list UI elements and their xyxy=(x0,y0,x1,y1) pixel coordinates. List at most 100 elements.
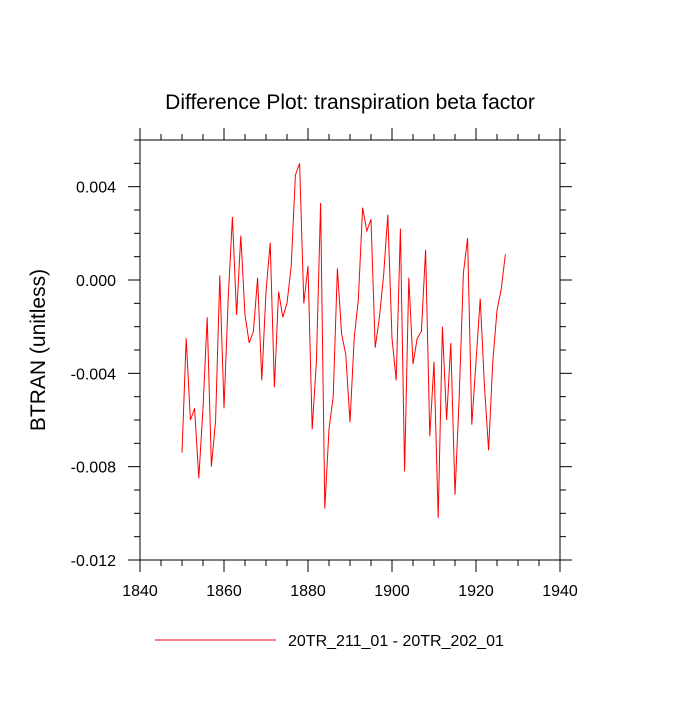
data-point xyxy=(270,242,271,243)
y-tick-labels: -0.012 -0.008 -0.004 0.000 0.004 xyxy=(71,180,116,570)
data-point xyxy=(278,291,279,292)
data-point xyxy=(475,361,476,362)
data-point xyxy=(417,338,418,339)
data-point xyxy=(261,380,262,381)
data-point xyxy=(442,326,443,327)
data-point xyxy=(480,298,481,299)
data-point xyxy=(379,317,380,318)
data-point xyxy=(265,291,266,292)
data-point xyxy=(303,303,304,304)
x-tick-label: 1900 xyxy=(374,583,410,600)
chart-title: Difference Plot: transpiration beta fact… xyxy=(165,91,535,114)
data-point xyxy=(446,419,447,420)
series-points xyxy=(181,163,506,519)
data-point xyxy=(249,342,250,343)
legend: 20TR_211_01 - 20TR_202_01 xyxy=(155,633,504,650)
data-point xyxy=(383,275,384,276)
x-tick-label: 1880 xyxy=(290,583,326,600)
y-axis-label: BTRAN (unitless) xyxy=(27,269,50,431)
data-point xyxy=(194,408,195,409)
x-tick-label: 1860 xyxy=(206,583,242,600)
data-point xyxy=(387,214,388,215)
axis-ticks xyxy=(128,128,572,572)
data-point xyxy=(375,347,376,348)
data-point xyxy=(295,174,296,175)
data-point xyxy=(341,333,342,334)
data-point xyxy=(324,508,325,509)
data-point xyxy=(219,275,220,276)
y-tick-label: -0.004 xyxy=(71,366,116,383)
data-point xyxy=(454,494,455,495)
data-point xyxy=(282,317,283,318)
data-point xyxy=(244,314,245,315)
data-point xyxy=(501,289,502,290)
data-point xyxy=(215,419,216,420)
data-point xyxy=(181,452,182,453)
data-point xyxy=(253,331,254,332)
data-point xyxy=(425,249,426,250)
data-point xyxy=(370,219,371,220)
data-point xyxy=(484,384,485,385)
data-point xyxy=(471,424,472,425)
data-point xyxy=(400,228,401,229)
plot-frame xyxy=(139,139,561,561)
data-point xyxy=(316,361,317,362)
data-point xyxy=(211,466,212,467)
x-tick-label: 1940 xyxy=(542,583,578,600)
y-tick-label: -0.008 xyxy=(71,460,116,477)
data-point xyxy=(358,298,359,299)
data-point xyxy=(328,429,329,430)
data-point xyxy=(362,207,363,208)
data-point xyxy=(349,422,350,423)
data-point xyxy=(450,342,451,343)
data-point xyxy=(463,272,464,273)
data-point xyxy=(291,265,292,266)
data-point xyxy=(396,380,397,381)
data-point xyxy=(312,429,313,430)
data-point xyxy=(492,361,493,362)
data-point xyxy=(345,354,346,355)
data-point xyxy=(429,436,430,437)
data-point xyxy=(223,408,224,409)
data-point xyxy=(337,268,338,269)
data-point xyxy=(354,338,355,339)
data-point xyxy=(320,202,321,203)
data-point xyxy=(274,387,275,388)
data-point xyxy=(433,361,434,362)
data-point xyxy=(232,216,233,217)
data-point xyxy=(459,396,460,397)
y-tick-label: -0.012 xyxy=(71,553,116,570)
data-point xyxy=(228,298,229,299)
data-point xyxy=(467,237,468,238)
data-point xyxy=(333,396,334,397)
data-point xyxy=(366,230,367,231)
data-point xyxy=(391,338,392,339)
data-point xyxy=(408,277,409,278)
data-point xyxy=(412,363,413,364)
data-point xyxy=(505,254,506,255)
data-point xyxy=(207,317,208,318)
data-point xyxy=(421,331,422,332)
data-point xyxy=(186,338,187,339)
data-point xyxy=(240,235,241,236)
data-point xyxy=(404,471,405,472)
data-point xyxy=(286,303,287,304)
y-tick-label: 0.004 xyxy=(76,180,116,197)
data-point xyxy=(190,419,191,420)
data-point xyxy=(488,450,489,451)
data-point xyxy=(236,314,237,315)
data-point xyxy=(299,163,300,164)
x-tick-label: 1920 xyxy=(458,583,494,600)
data-point xyxy=(438,517,439,518)
y-tick-label: 0.000 xyxy=(76,273,116,290)
data-point xyxy=(307,265,308,266)
data-point xyxy=(202,408,203,409)
data-point xyxy=(257,277,258,278)
series-line xyxy=(181,163,506,519)
data-point xyxy=(198,478,199,479)
legend-label: 20TR_211_01 - 20TR_202_01 xyxy=(288,633,504,650)
x-tick-labels: 1840 1860 1880 1900 1920 1940 xyxy=(122,583,578,600)
data-point xyxy=(496,310,497,311)
